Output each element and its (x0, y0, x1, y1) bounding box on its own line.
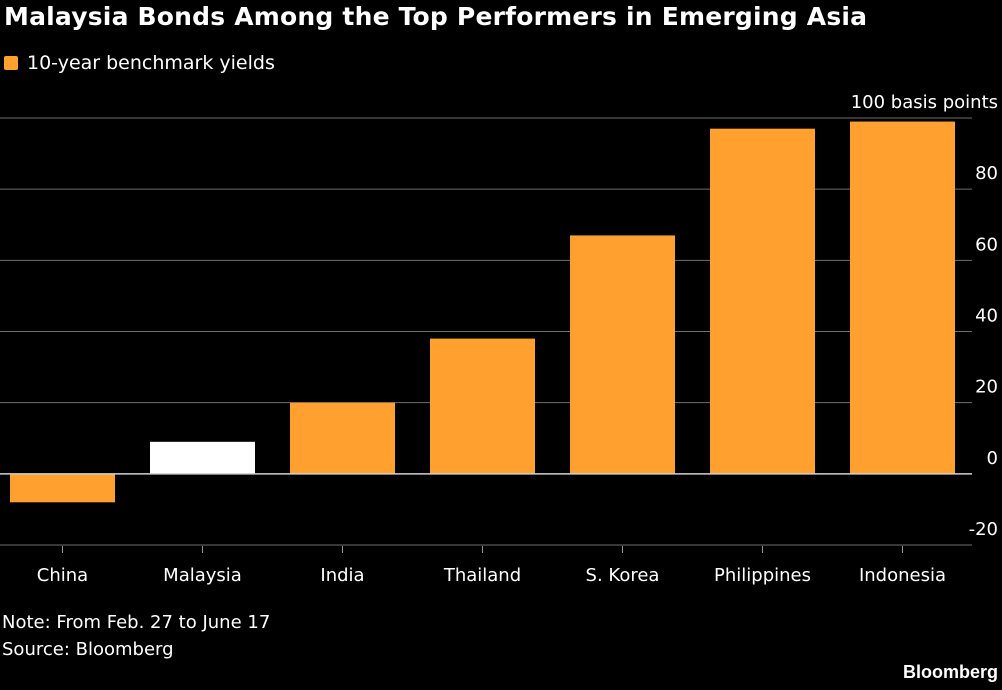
y-tick-label: 40 (975, 306, 998, 327)
y-tick-label: 20 (975, 377, 998, 398)
x-tick-label: Thailand (443, 565, 521, 586)
bar-india (290, 402, 395, 474)
y-tick-label: 100 basis points (851, 92, 998, 113)
bar-layer (10, 121, 955, 503)
x-tick-label: Philippines (714, 565, 811, 586)
bar-chart: 100 basis points 80 60 40 20 0 -20 China Malaysi… (0, 92, 998, 586)
x-tick-label: India (320, 565, 364, 586)
chart-title: Malaysia Bonds Among the Top Performers … (4, 2, 868, 31)
bar-malaysia (150, 441, 255, 474)
bar-china (10, 473, 115, 503)
y-tick-label: 0 (987, 448, 998, 469)
y-tick-label: 80 (975, 163, 998, 184)
chart-note: Note: From Feb. 27 to June 17 (2, 612, 271, 633)
grid-layer (0, 117, 972, 546)
legend: 10-year benchmark yields (4, 50, 275, 76)
bar-thailand (430, 338, 535, 474)
y-tick-label: 60 (975, 234, 998, 255)
legend-swatch (4, 56, 18, 70)
x-tick-label: Indonesia (859, 565, 946, 586)
chart-source: Source: Bloomberg (2, 639, 174, 660)
x-tick-label: S. Korea (586, 565, 660, 586)
legend-label: 10-year benchmark yields (27, 52, 275, 74)
bloomberg-logo: Bloomberg (902, 662, 998, 682)
bar-indonesia (850, 121, 955, 474)
axis-layer: 100 basis points 80 60 40 20 0 -20 China Malaysi… (0, 92, 998, 586)
bar-philippines (710, 128, 815, 474)
x-tick-label: Malaysia (163, 565, 242, 586)
bar-s-korea (570, 235, 675, 474)
x-tick-label: China (37, 565, 88, 586)
y-tick-label: -20 (969, 519, 998, 540)
